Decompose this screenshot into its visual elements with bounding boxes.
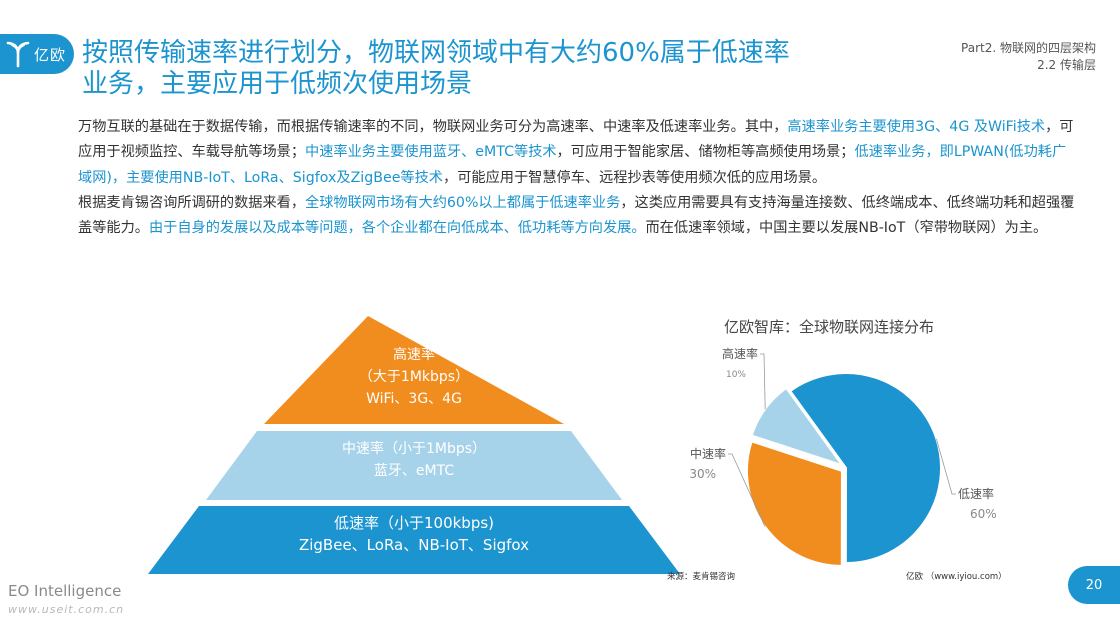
pyramid-top-label: 高速率 （大于1Mkbps） WiFi、3G、4G (264, 344, 564, 410)
pie-value-0: 60% (970, 507, 997, 521)
logo-icon (6, 41, 30, 68)
pie-value-1: 30% (689, 467, 716, 481)
pie-label-1: 中速率 (690, 446, 726, 461)
p2-text-2: ，这类应用需要具有支持海量连接数、低终端成本、低终端功耗和超强覆盖等能力。 (78, 194, 1075, 237)
body-text: 万物互联的基础在于数据传输，而根据传输速率的不同，物联网业务可分为高速率、中速率… (78, 115, 1078, 241)
pyramid-bottom-line-1: 低速率（小于100kbps) (333, 514, 495, 532)
pie-label-2: 高速率 (722, 346, 758, 361)
p2-text-1: 根据麦肯锡咨询所调研的数据来看， (78, 194, 306, 211)
p2-highlight-2: 由于自身的发展以及成本等问题，各个企业都在向低成本、低功耗等方向发展。 (148, 220, 646, 237)
pyramid-middle-line-2: 蓝牙、eMTC (373, 463, 455, 479)
pyramid-shapes (148, 316, 680, 574)
source-site: 亿欧 （www.iyiou.com） (906, 572, 1007, 582)
title-line-1: 按照传输速率进行划分，物联网领域中有大约60%属于低速率 (82, 38, 790, 68)
p1-highlight-1: 高速率业务主要使用3G、4G 及WiFi技术 (787, 119, 1046, 135)
pie-leader-0 (936, 438, 956, 495)
source-note: 来源：麦肯锡咨询 (667, 572, 736, 582)
pie-leader-2 (760, 353, 766, 410)
p1-text-4: ，可能应用于智慧停车、远程抄表等使用频次低的应用场景。 (443, 169, 827, 186)
brand-footer: EO Intelligence (8, 582, 122, 600)
pyramid-bottom-tier (148, 506, 680, 574)
pyramid-middle-label: 中速率（小于1Mbps） 蓝牙、eMTC (238, 438, 590, 482)
title-line-2: 业务，主要应用于低频次使用场景 (82, 69, 473, 99)
section-sub: 2.2 传输层 (1037, 58, 1096, 72)
pie-label-0: 低速率 (958, 486, 994, 501)
logo: 亿欧 (0, 34, 74, 74)
p2-text-3: 而在低速率领域，中国主要以发展NB-IoT（窄带物联网）为主。 (645, 220, 1048, 237)
paragraph-1: 万物互联的基础在于数据传输，而根据传输速率的不同，物联网业务可分为高速率、中速率… (78, 115, 1078, 191)
pyramid-bottom-label: 低速率（小于100kbps) ZigBee、LoRa、NB-IoT、Sigfox (188, 512, 640, 556)
p1-text-1: 万物互联的基础在于数据传输，而根据传输速率的不同，物联网业务可分为高速率、中速率… (78, 119, 788, 135)
paragraph-2: 根据麦肯锡咨询所调研的数据来看，全球物联网市场有大约60%以上都属于低速率业务，… (78, 191, 1078, 242)
p2-highlight-1: 全球物联网市场有大约60%以上都属于低速率业务 (305, 194, 621, 211)
pie-leader-1 (728, 453, 766, 527)
chart-title: 亿欧智库：全球物联网连接分布 (724, 318, 935, 336)
pyramid-top-tier (264, 316, 564, 424)
p1-highlight-2: 中速率业务主要使用蓝牙、eMTC等技术 (305, 144, 557, 161)
pyramid-bottom-line-2: ZigBee、LoRa、NB-IoT、Sigfox (298, 536, 530, 554)
pyramid-top-line-2: （大于1Mkbps） (358, 369, 470, 385)
pie-chart: 低速率 60% 中速率 30% 高速率 10% (689, 346, 997, 567)
section-part: Part2. 物联网的四层架构 (961, 41, 1096, 55)
section-label: Part2. 物联网的四层架构 2.2 传输层 (961, 40, 1096, 74)
pyramid-top-line-1: 高速率 (393, 347, 435, 363)
watermark: www.useit.com.cn (8, 603, 125, 616)
page-title: 按照传输速率进行划分，物联网领域中有大约60%属于低速率 业务，主要应用于低频次… (82, 38, 862, 100)
pyramid-middle-tier (206, 431, 622, 500)
logo-text: 亿欧 (34, 45, 67, 64)
pyramid-top-line-3: WiFi、3G、4G (366, 391, 462, 407)
pyramid-middle-line-1: 中速率（小于1Mbps） (341, 441, 487, 457)
p1-highlight-3: 低速率业务，即LPWAN(低功耗广域网)，主要使用NB-IoT、LoRa、Sig… (78, 144, 1067, 186)
page-number: 20 (1068, 566, 1120, 604)
speed-pyramid: 高速率 （大于1Mkbps） WiFi、3G、4G 中速率（小于1Mbps） 蓝… (148, 316, 680, 574)
pie-slice-2 (750, 386, 845, 467)
p1-text-2: ，可应用于视频监控、车载导航等场景； (78, 119, 1074, 161)
pie-value-2: 10% (726, 370, 746, 380)
p1-text-3: ，可应用于智能家居、储物柜等高频使用场景； (556, 144, 855, 161)
